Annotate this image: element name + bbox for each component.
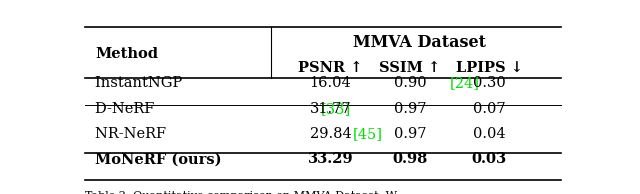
Text: 33.29: 33.29	[308, 152, 353, 166]
Text: [33]: [33]	[321, 102, 351, 116]
Text: [24]: [24]	[450, 76, 480, 90]
Text: PSNR ↑: PSNR ↑	[298, 61, 363, 75]
Text: 16.04: 16.04	[310, 76, 351, 90]
Text: 0.97: 0.97	[394, 127, 426, 141]
Text: SSIM ↑: SSIM ↑	[380, 61, 440, 75]
Text: 0.04: 0.04	[473, 127, 506, 141]
Text: NR-NeRF: NR-NeRF	[95, 127, 171, 141]
Text: 0.97: 0.97	[394, 102, 426, 116]
Text: D-NeRF: D-NeRF	[95, 102, 159, 116]
Text: 0.30: 0.30	[473, 76, 506, 90]
Text: 0.07: 0.07	[473, 102, 506, 116]
Text: [45]: [45]	[353, 127, 383, 141]
Text: MMVA Dataset: MMVA Dataset	[353, 34, 486, 51]
Text: 31.77: 31.77	[310, 102, 351, 116]
Text: LPIPS ↓: LPIPS ↓	[456, 61, 523, 75]
Text: Table 2: Quantitative comparison on MMVA Dataset. W: Table 2: Quantitative comparison on MMVA…	[85, 191, 397, 194]
Text: 0.98: 0.98	[392, 152, 428, 166]
Text: 0.03: 0.03	[472, 152, 507, 166]
Text: 0.90: 0.90	[394, 76, 426, 90]
Text: 29.84: 29.84	[310, 127, 351, 141]
Text: MoNeRF (ours): MoNeRF (ours)	[95, 152, 221, 166]
Text: InstantNGP: InstantNGP	[95, 76, 187, 90]
Text: Method: Method	[95, 47, 158, 61]
